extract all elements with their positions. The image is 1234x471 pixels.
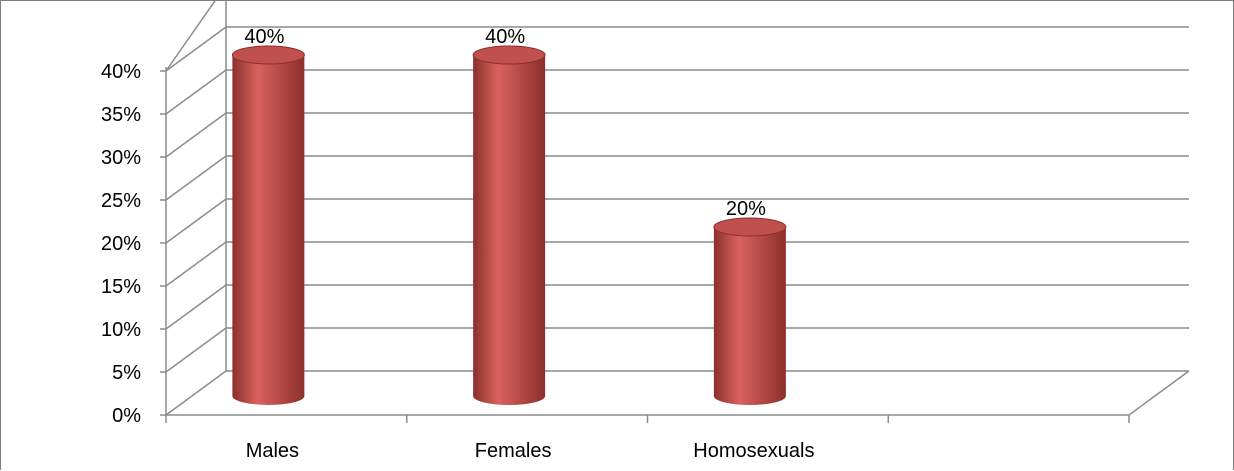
data-label-homosexuals: 20% xyxy=(726,198,766,220)
data-labels: 40% 40% 20% xyxy=(244,26,766,220)
gridlines xyxy=(165,1,1189,416)
bar-body xyxy=(713,227,786,405)
bar-body xyxy=(473,55,546,405)
gridline-side-top xyxy=(165,1,216,72)
data-label-females: 40% xyxy=(485,26,525,48)
y-tick-label: 40% xyxy=(101,61,141,83)
gridline-side xyxy=(165,112,227,158)
bar-top xyxy=(472,45,546,65)
bar-males xyxy=(231,45,305,405)
gridline-side xyxy=(165,198,227,244)
bar-homosexuals xyxy=(713,217,787,405)
bar-body xyxy=(232,55,305,405)
y-tick-label: 0% xyxy=(112,405,141,427)
gridline-side xyxy=(165,284,227,330)
y-tick-label: 25% xyxy=(101,190,141,212)
floor-right-edge xyxy=(1128,370,1190,416)
x-tick-label-females: Females xyxy=(475,440,552,462)
gridline-side xyxy=(165,370,227,416)
gridline-side xyxy=(165,69,227,115)
x-tick-label-males: Males xyxy=(246,440,299,462)
bar-top xyxy=(713,217,787,237)
axes xyxy=(160,67,1190,423)
gridline-side xyxy=(165,241,227,287)
bars xyxy=(231,45,787,405)
y-tick-label: 10% xyxy=(101,319,141,341)
gridline-side xyxy=(165,327,227,373)
y-tick-label: 20% xyxy=(101,233,141,255)
gridline-side xyxy=(165,26,227,72)
y-tick-label: 5% xyxy=(112,362,141,384)
y-tick-label: 30% xyxy=(101,147,141,169)
y-axis-tick-labels: 0% 5% 10% 15% 20% 25% 30% 35% 40% xyxy=(101,61,141,427)
bar-top xyxy=(231,45,305,65)
data-label-males: 40% xyxy=(244,26,284,48)
x-axis-tick-labels: Males Females Homosexuals xyxy=(246,440,815,462)
bar-females xyxy=(472,45,546,405)
x-tick-label-homosexuals: Homosexuals xyxy=(693,440,814,462)
y-tick-label: 35% xyxy=(101,104,141,126)
gridline-side xyxy=(165,155,227,201)
y-tick-label: 15% xyxy=(101,276,141,298)
